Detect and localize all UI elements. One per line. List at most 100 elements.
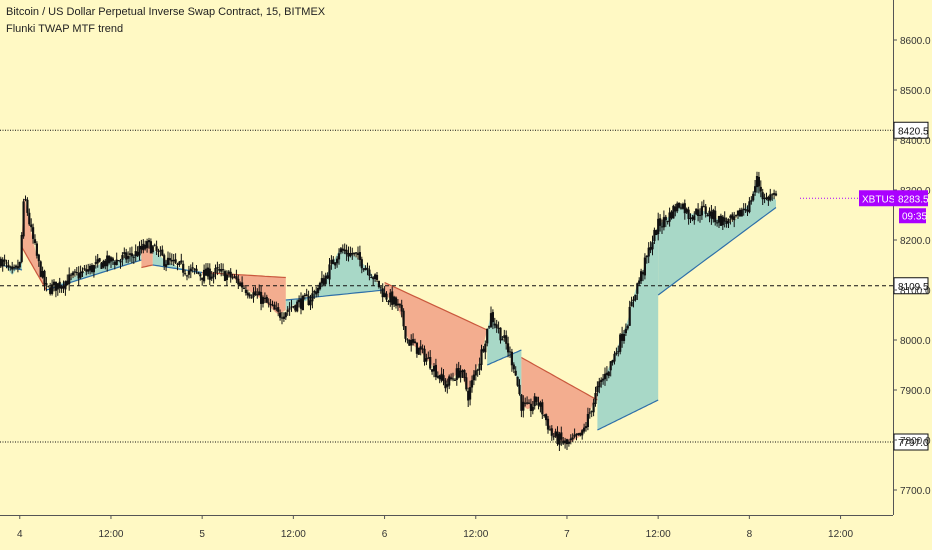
candle-body [248, 294, 251, 297]
candle-body [505, 335, 508, 344]
time-tick-label: 12:00 [828, 529, 853, 540]
candle-body [484, 343, 487, 353]
candle-body [330, 259, 333, 264]
candle-body [510, 351, 513, 366]
candle-body [687, 209, 690, 219]
candle-body [94, 262, 97, 264]
level-price-box [893, 121, 929, 139]
candle-body [541, 402, 544, 415]
candle-body [736, 210, 740, 216]
candle-body [590, 411, 593, 413]
candle-body [524, 402, 527, 404]
candle-body [155, 246, 158, 251]
candle-body [70, 274, 73, 276]
candle-body [573, 434, 576, 437]
candle-body [347, 253, 350, 257]
candle-body [100, 262, 103, 269]
candle-body [210, 276, 213, 279]
candle-body [622, 334, 626, 341]
candle-body [655, 230, 658, 235]
candle-body [427, 357, 430, 359]
candle-body [742, 208, 745, 210]
candle-body [73, 271, 76, 273]
candle-body [537, 402, 540, 406]
candle-body [429, 357, 432, 369]
candle-body [672, 205, 675, 219]
candle-body [771, 194, 774, 196]
candle-body [611, 360, 614, 363]
candle-body [653, 229, 656, 242]
candle-body [165, 264, 168, 267]
candle-body [75, 272, 78, 273]
candle-body [499, 327, 502, 341]
candle-body [702, 205, 705, 207]
candle-body [440, 373, 443, 381]
candle-body [123, 252, 126, 255]
candle-body [85, 269, 88, 272]
candle-body [754, 186, 757, 193]
candle-body [263, 298, 266, 299]
candle-body [47, 285, 50, 287]
twap-line-bear [21, 247, 47, 291]
time-tick-label: 4 [17, 529, 23, 540]
candle-body [5, 262, 8, 264]
candle-body [600, 379, 603, 382]
candle-body [539, 402, 542, 407]
candle-body [518, 384, 521, 395]
candle-body [446, 384, 449, 387]
time-tick-label: 5 [199, 529, 205, 540]
candle-body [406, 339, 409, 341]
candle-body [11, 266, 14, 270]
candle-body [607, 371, 610, 376]
candle-body [516, 376, 519, 386]
candle-body [596, 386, 599, 393]
candle-body [326, 275, 329, 279]
candle-body [670, 211, 673, 219]
candle-body [421, 348, 424, 350]
candle-body [602, 378, 605, 381]
candle-body [96, 259, 99, 264]
candle-body [146, 241, 149, 248]
candle-body [723, 217, 726, 222]
candle-body [166, 257, 170, 265]
candle-body [575, 433, 578, 436]
candle-body [275, 308, 278, 310]
candle-body [659, 218, 662, 226]
candle-body [265, 296, 268, 303]
candle-body [558, 433, 561, 445]
candle-body [201, 277, 204, 280]
candle-body [554, 431, 557, 437]
price-tick-label: 7900.0 [900, 386, 931, 397]
level-price-label: 7797.0 [898, 438, 929, 449]
candle-body [334, 262, 337, 266]
candle-body [13, 267, 16, 269]
candle-body [507, 343, 510, 353]
candle-body [550, 428, 553, 436]
candle-body [307, 295, 310, 305]
candle-body [108, 255, 111, 263]
candle-body [134, 251, 137, 257]
candle-body [98, 258, 101, 262]
candle-body [66, 280, 69, 286]
candle-body [178, 261, 181, 265]
candle-body [455, 368, 458, 380]
candle-body [292, 306, 295, 308]
candle-body [431, 369, 434, 372]
candle-body [678, 202, 681, 208]
candle-body [651, 242, 654, 250]
candle-body [609, 361, 612, 371]
candle-body [3, 259, 6, 262]
candle-body [698, 214, 702, 216]
candle-body [700, 206, 703, 216]
time-tick-label: 12:00 [98, 529, 123, 540]
candle-body [761, 192, 764, 200]
candle-body [153, 244, 156, 246]
twap-line-bull [486, 349, 522, 366]
price-tick-label: 7800.0 [900, 436, 931, 447]
indicator-label[interactable]: Flunki TWAP MTF trend [6, 23, 124, 35]
candle-body [58, 281, 61, 289]
candle-body [140, 246, 143, 250]
candle-body [740, 209, 743, 217]
candle-body [117, 260, 120, 262]
